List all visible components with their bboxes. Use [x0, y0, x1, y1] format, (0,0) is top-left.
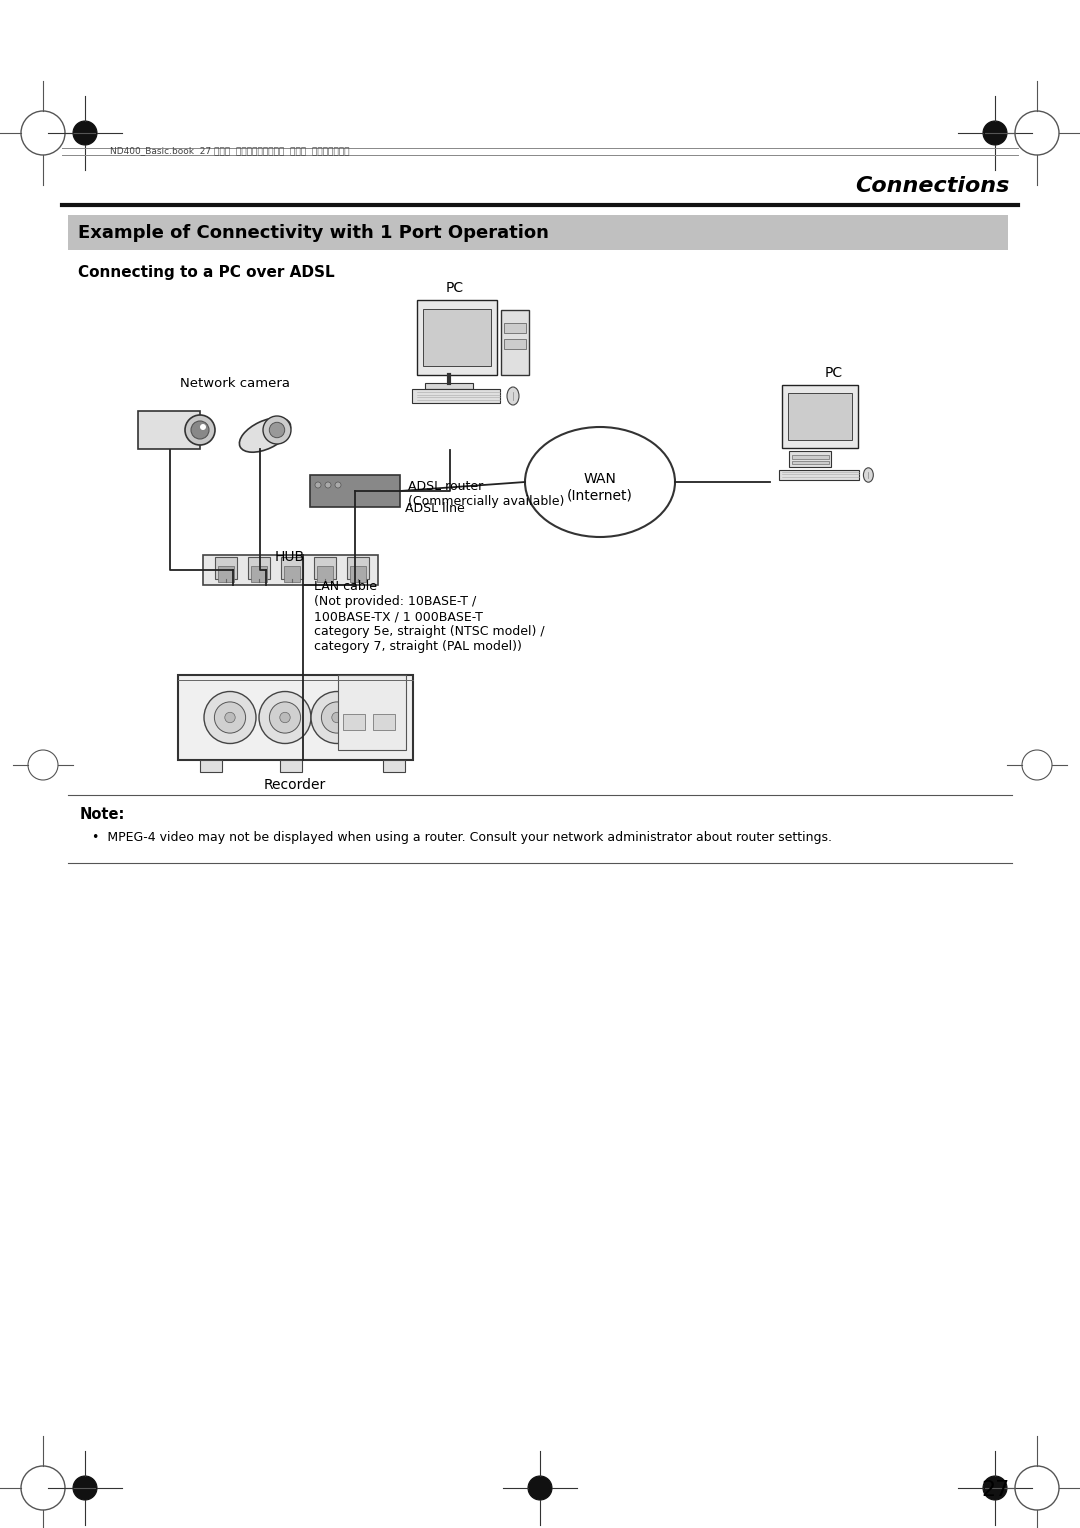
Text: Example of Connectivity with 1 Port Operation: Example of Connectivity with 1 Port Oper…	[78, 223, 549, 241]
FancyBboxPatch shape	[316, 565, 333, 582]
Text: ND400_Basic.book  27 ページ  ２００８年４月８日  火曜日  午後３時５９分: ND400_Basic.book 27 ページ ２００８年４月８日 火曜日 午後…	[110, 147, 350, 156]
Circle shape	[322, 701, 352, 733]
Text: 27: 27	[982, 1481, 1010, 1500]
FancyBboxPatch shape	[313, 558, 336, 579]
FancyBboxPatch shape	[342, 714, 365, 730]
Ellipse shape	[240, 417, 291, 452]
Circle shape	[269, 422, 285, 437]
Circle shape	[264, 416, 291, 445]
FancyBboxPatch shape	[68, 215, 1008, 251]
Ellipse shape	[525, 426, 675, 536]
Circle shape	[73, 121, 97, 145]
FancyBboxPatch shape	[251, 565, 267, 582]
Text: •  MPEG-4 video may not be displayed when using a router. Consult your network a: • MPEG-4 video may not be displayed when…	[92, 831, 832, 843]
Text: PC: PC	[825, 367, 843, 380]
FancyBboxPatch shape	[504, 322, 526, 333]
Circle shape	[269, 701, 300, 733]
Ellipse shape	[507, 387, 519, 405]
Circle shape	[215, 701, 245, 733]
FancyBboxPatch shape	[788, 393, 852, 440]
FancyBboxPatch shape	[779, 469, 860, 480]
FancyBboxPatch shape	[350, 565, 365, 582]
FancyBboxPatch shape	[310, 475, 400, 507]
Circle shape	[528, 1476, 552, 1500]
Circle shape	[280, 712, 291, 723]
Circle shape	[191, 422, 210, 439]
FancyBboxPatch shape	[138, 411, 200, 449]
Circle shape	[311, 692, 363, 744]
Text: ADSL router
(Commercially available): ADSL router (Commercially available)	[408, 480, 565, 507]
Circle shape	[225, 712, 235, 723]
FancyBboxPatch shape	[792, 460, 828, 465]
FancyBboxPatch shape	[217, 565, 233, 582]
FancyBboxPatch shape	[504, 339, 526, 348]
FancyBboxPatch shape	[177, 675, 413, 759]
FancyBboxPatch shape	[501, 310, 529, 374]
FancyBboxPatch shape	[423, 309, 490, 367]
Circle shape	[73, 1476, 97, 1500]
FancyBboxPatch shape	[347, 558, 368, 579]
Text: LAN cable
(Not provided: 10BASE-T /
100BASE-TX / 1 000BASE-T
category 5e, straig: LAN cable (Not provided: 10BASE-T / 100B…	[314, 581, 545, 652]
Circle shape	[185, 416, 215, 445]
FancyBboxPatch shape	[280, 759, 302, 772]
FancyBboxPatch shape	[281, 558, 302, 579]
Circle shape	[204, 692, 256, 744]
Text: Note:: Note:	[80, 807, 125, 822]
Text: Connecting to a PC over ADSL: Connecting to a PC over ADSL	[78, 264, 335, 280]
Circle shape	[200, 423, 206, 429]
FancyBboxPatch shape	[417, 299, 497, 374]
Circle shape	[983, 1476, 1007, 1500]
Text: Recorder: Recorder	[264, 778, 326, 792]
Text: HUB: HUB	[275, 550, 305, 564]
FancyBboxPatch shape	[200, 759, 221, 772]
FancyBboxPatch shape	[373, 714, 394, 730]
FancyBboxPatch shape	[247, 558, 270, 579]
FancyBboxPatch shape	[203, 555, 378, 585]
Circle shape	[335, 481, 341, 487]
Text: WAN
(Internet): WAN (Internet)	[567, 472, 633, 503]
FancyBboxPatch shape	[792, 455, 828, 458]
Circle shape	[983, 121, 1007, 145]
Circle shape	[332, 712, 342, 723]
Text: Network camera: Network camera	[180, 377, 291, 390]
FancyBboxPatch shape	[283, 565, 299, 582]
Circle shape	[325, 481, 330, 487]
FancyBboxPatch shape	[411, 390, 500, 403]
Text: PC: PC	[446, 281, 464, 295]
Text: Connections: Connections	[855, 176, 1010, 196]
FancyBboxPatch shape	[789, 451, 832, 468]
FancyBboxPatch shape	[382, 759, 405, 772]
Circle shape	[315, 481, 321, 487]
Text: ADSL line: ADSL line	[405, 503, 464, 515]
FancyBboxPatch shape	[215, 558, 237, 579]
Circle shape	[259, 692, 311, 744]
FancyBboxPatch shape	[337, 675, 405, 750]
FancyBboxPatch shape	[782, 385, 859, 448]
FancyBboxPatch shape	[426, 384, 473, 390]
Ellipse shape	[863, 468, 874, 483]
